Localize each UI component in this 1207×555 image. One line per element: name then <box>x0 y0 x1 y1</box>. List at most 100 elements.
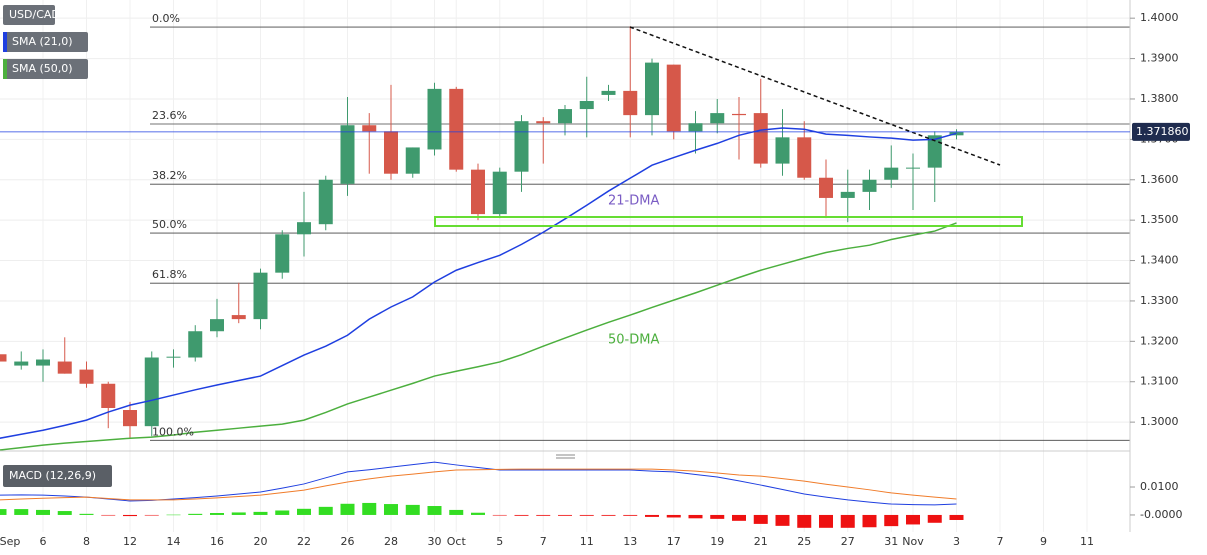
candle-body <box>840 191 855 198</box>
x-tick-label: 11 <box>580 535 594 548</box>
candle-body <box>123 410 137 427</box>
last-price-label: 1.371860 <box>1136 125 1189 138</box>
x-tick-label: 27 <box>841 535 855 548</box>
y-tick-label: 1.4000 <box>1140 11 1179 24</box>
legend-box <box>3 5 55 25</box>
candle-body <box>753 113 768 164</box>
legend-entry: SMA (50,0) <box>12 62 73 75</box>
legend-box <box>3 465 112 487</box>
legend-swatch <box>3 59 7 79</box>
x-tick-label: 6 <box>40 535 47 548</box>
last-price-box <box>1132 122 1190 141</box>
histogram-bar <box>318 506 333 515</box>
histogram-bar <box>753 514 768 524</box>
x-tick-label: 5 <box>496 535 503 548</box>
sma-line <box>0 222 957 451</box>
histogram-bar <box>688 514 703 519</box>
candle-body <box>14 361 29 366</box>
legend-entry: SMA (21,0) <box>12 35 73 48</box>
histogram-bar <box>471 512 485 515</box>
grid <box>0 0 1130 532</box>
x-tick-label: Nov <box>902 535 924 548</box>
legend-swatch <box>3 32 7 52</box>
candle-body <box>732 113 746 116</box>
fib-label: 61.8% <box>152 268 187 281</box>
x-tick-label: 3 <box>953 535 960 548</box>
histogram-bar <box>536 514 551 516</box>
x-tick-label: 7 <box>540 535 547 548</box>
candle-body <box>623 90 638 116</box>
histogram-bar <box>819 514 833 528</box>
histogram-bar <box>123 514 137 517</box>
histogram-bar <box>14 509 29 515</box>
candle-body <box>144 357 159 427</box>
fib-label: 0.0% <box>152 12 180 25</box>
candle-body <box>710 113 725 124</box>
x-tick-label: 7 <box>997 535 1004 548</box>
y-tick-label: 0.0100 <box>1140 480 1179 493</box>
x-tick-label: 21 <box>754 535 768 548</box>
y-tick-label: 1.3400 <box>1140 254 1179 267</box>
candle-body <box>514 121 529 172</box>
y-tick-label: -0.0000 <box>1140 508 1182 521</box>
candle-body <box>427 88 442 150</box>
histogram-bar <box>101 514 116 516</box>
x-tick-label: Sep <box>0 535 20 548</box>
candle-body <box>819 177 833 198</box>
histogram-bar <box>862 514 877 528</box>
candle-body <box>775 137 790 164</box>
histogram-bar <box>797 514 812 528</box>
histogram-bar <box>884 514 899 527</box>
histogram-bar <box>906 514 920 525</box>
candle-body <box>906 167 920 169</box>
histogram-bar <box>231 512 246 515</box>
candle-body <box>666 64 681 132</box>
candle-body <box>384 131 398 174</box>
x-tick-label: 19 <box>710 535 724 548</box>
histogram-bar <box>144 514 159 516</box>
candle-body <box>579 100 594 110</box>
legend-symbol: USD/CAD <box>9 8 60 21</box>
macd-title: MACD (12,26,9) <box>9 469 96 482</box>
candle-body <box>362 125 377 132</box>
histogram-bar <box>775 514 790 526</box>
histogram-bar <box>210 513 224 515</box>
histogram-bar <box>645 514 659 517</box>
candle-body <box>449 88 464 170</box>
y-tick-label: 1.3000 <box>1140 415 1179 428</box>
histogram-bar <box>949 514 964 520</box>
line-label: 21-DMA <box>608 194 659 209</box>
candle-body <box>101 383 116 408</box>
y-tick-label: 1.3800 <box>1140 92 1179 105</box>
x-tick-label: 22 <box>297 535 311 548</box>
trendline <box>629 26 1001 166</box>
candle-body <box>884 167 899 180</box>
histogram-bar <box>427 506 442 515</box>
candle-body <box>862 179 877 192</box>
x-tick-label: 31 <box>884 535 898 548</box>
histogram-bar <box>514 514 529 516</box>
candle-body <box>688 123 703 132</box>
candle-body <box>253 272 268 320</box>
candle-body <box>601 90 616 95</box>
candle-body <box>492 171 507 215</box>
histogram-bar <box>297 508 311 515</box>
histogram-bar <box>405 504 420 515</box>
fib-label: 50.0% <box>152 218 187 231</box>
histogram-bar <box>601 514 616 516</box>
candle-body <box>645 62 659 116</box>
x-tick-label: 8 <box>83 535 90 548</box>
histogram-bar <box>710 514 725 519</box>
histogram-bar <box>840 514 855 528</box>
sma-line <box>0 127 957 439</box>
histogram-bar <box>666 514 681 518</box>
fib-label: 23.6% <box>152 109 187 122</box>
y-tick-label: 1.3100 <box>1140 375 1179 388</box>
macd-line <box>0 468 957 501</box>
y-tick-label: 1.3500 <box>1140 213 1179 226</box>
histogram-bar <box>362 502 377 515</box>
histogram-bar <box>384 504 398 515</box>
candle-body <box>36 359 50 366</box>
histogram-bar <box>79 513 94 515</box>
